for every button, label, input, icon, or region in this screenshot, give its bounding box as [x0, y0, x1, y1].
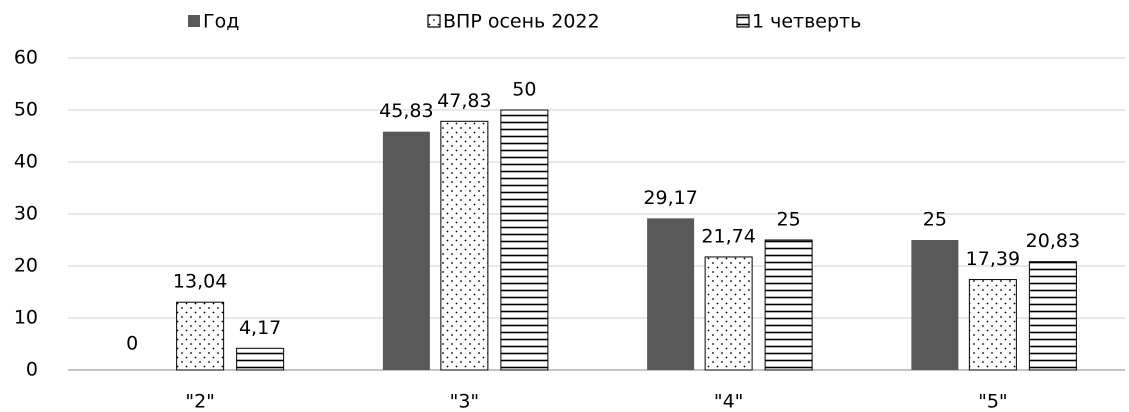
y-tick-label: 30: [14, 203, 38, 225]
data-label: 13,04: [173, 271, 227, 293]
data-label: 20,83: [1026, 230, 1080, 252]
data-label: 50: [512, 79, 536, 101]
bar: [1028, 261, 1077, 371]
bar: [500, 109, 549, 371]
x-tick-label: "5": [978, 391, 1008, 412]
legend-swatch: [427, 14, 441, 28]
data-label: 21,74: [701, 225, 755, 247]
data-label: 29,17: [643, 187, 697, 209]
bar: [382, 131, 430, 370]
legend-swatch: [736, 14, 750, 28]
legend-swatch: [188, 15, 200, 27]
y-tick-label: 0: [26, 359, 38, 381]
bar: [704, 256, 753, 371]
bar: [236, 347, 285, 371]
bar: [440, 120, 489, 371]
bar: [968, 279, 1017, 371]
data-label: 45,83: [379, 100, 433, 122]
bar: [647, 218, 695, 370]
y-tick-label: 40: [14, 151, 38, 173]
data-label: 25: [923, 209, 947, 231]
x-tick-label: "3": [450, 391, 480, 412]
bar: [176, 301, 225, 371]
x-tick-label: "4": [714, 391, 744, 412]
y-tick-label: 50: [14, 99, 38, 121]
data-label: 0: [126, 333, 138, 355]
data-label: 4,17: [239, 317, 281, 339]
data-label: 47,83: [437, 90, 491, 112]
data-label: 17,39: [966, 248, 1020, 270]
legend-label: Год: [203, 11, 239, 33]
legend-label: 1 четверть: [752, 11, 861, 33]
x-tick-label: "2": [185, 391, 215, 412]
y-tick-label: 10: [14, 307, 38, 329]
data-label: 25: [777, 209, 801, 231]
y-tick-label: 20: [14, 255, 38, 277]
bar: [764, 239, 813, 371]
legend-label: ВПР осень 2022: [443, 11, 600, 33]
bar: [911, 240, 959, 370]
y-tick-label: 60: [14, 47, 38, 69]
